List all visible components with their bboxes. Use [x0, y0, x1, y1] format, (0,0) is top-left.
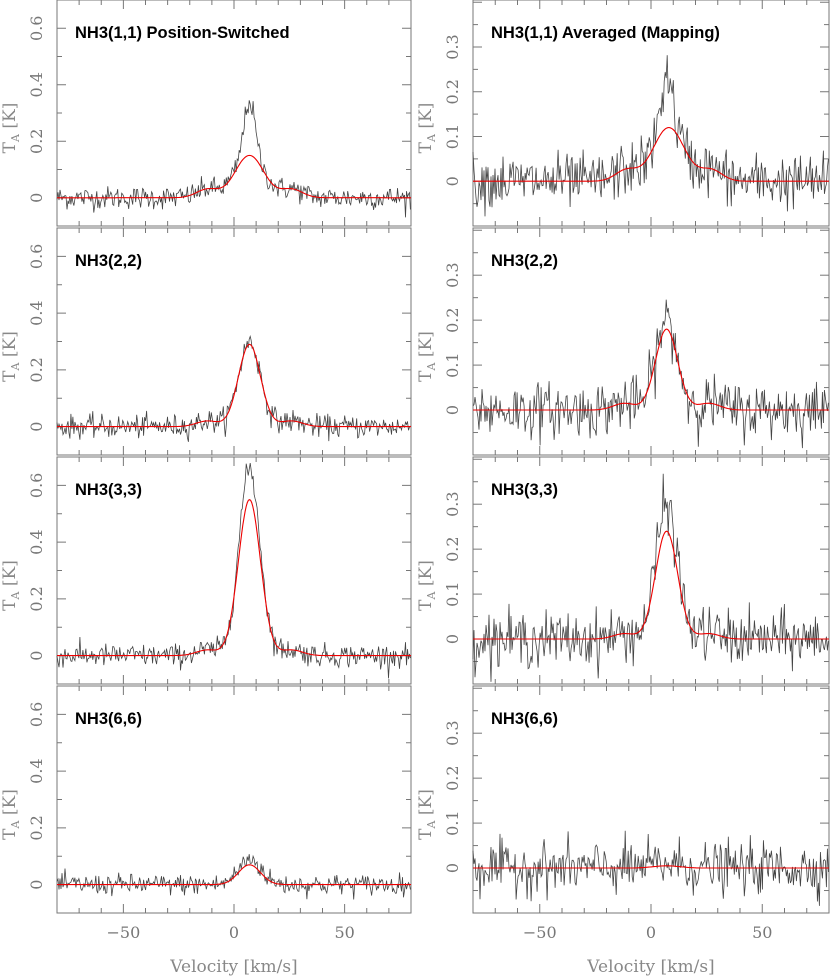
y-tick-label: 0.6 [27, 702, 46, 727]
x-axis-label-left: Velocity [km/s] [169, 957, 297, 977]
x-tick-label: −50 [106, 923, 140, 942]
panel-title: NH3(3,3) [491, 481, 558, 499]
y-tick-label: 0.3 [443, 720, 462, 745]
model-fit-line [57, 864, 411, 886]
x-axis-label-right: Velocity [km/s] [586, 957, 714, 977]
y-tick-label: 0 [443, 176, 462, 186]
panel-title: NH3(1,1) Position-Switched [75, 24, 290, 42]
x-tick-label: 0 [229, 923, 239, 942]
model-fit-line [473, 530, 829, 640]
y-tick-label: 0 [27, 193, 46, 203]
x-tick-label: 50 [334, 923, 354, 942]
x-tick-label: −50 [523, 923, 557, 942]
observed-spectrum-line [56, 854, 411, 900]
spectrum-panel: 0 0.1 0.2 0.3 TA [K] NH3(1,1) Averaged (Mappi… [416, 0, 830, 227]
model-fit-line [57, 154, 411, 199]
y-tick-label: 0.4 [27, 529, 46, 554]
panel-title: NH3(6,6) [491, 710, 558, 728]
y-tick-label: 0.3 [443, 491, 462, 516]
y-tick-label: 0.1 [443, 581, 462, 606]
y-axis-label: TA [K] [0, 560, 22, 611]
observed-spectrum-line [472, 55, 829, 217]
panel-title: NH3(3,3) [75, 481, 142, 499]
panel-title: NH3(6,6) [75, 710, 142, 728]
observed-spectrum-line [472, 299, 829, 449]
spectrum-panel: 0 0.1 0.2 0.3 TA [K] NH3(2,2) [416, 227, 830, 456]
y-axis-label: TA [K] [416, 560, 438, 611]
y-tick-label: 0.6 [27, 244, 46, 269]
spectrum-panel: 0 0.2 0.4 0.6 TA [K] NH3(3,3) [0, 456, 412, 685]
model-fit-line [473, 126, 829, 182]
spectrum-panel: 0 0.1 0.2 0.3 −50 0 50 TA [K] NH3(6,6) [416, 685, 830, 942]
y-tick-label: 0 [443, 634, 462, 644]
x-tick-label: 0 [646, 923, 656, 942]
y-tick-label: 0.3 [443, 34, 462, 59]
model-fit-line [473, 328, 829, 411]
spectrum-panel: 0 0.2 0.4 0.6 TA [K] NH3(1,1) Position-Switch… [0, 0, 412, 227]
y-tick-label: 0.4 [27, 72, 46, 97]
model-fit-line [57, 343, 411, 428]
y-tick-label: 0.2 [443, 536, 462, 561]
y-tick-label: 0.3 [443, 262, 462, 287]
y-axis-label: TA [K] [0, 103, 22, 154]
spectrum-panel: 0 0.2 0.4 0.6 TA [K] NH3(2,2) [0, 227, 412, 456]
observed-spectrum-line [472, 473, 829, 682]
x-tick-label: 50 [752, 923, 772, 942]
panel-title: NH3(1,1) Averaged (Mapping) [491, 24, 720, 42]
model-fit-line [57, 498, 411, 657]
y-tick-label: 0.2 [27, 357, 46, 382]
y-axis-label: TA [K] [416, 103, 438, 154]
y-tick-label: 0 [443, 405, 462, 415]
y-tick-label: 0.4 [27, 758, 46, 783]
y-axis-label: TA [K] [0, 789, 22, 840]
y-tick-label: 0.1 [443, 810, 462, 835]
panel-title: NH3(2,2) [491, 252, 558, 270]
y-tick-label: 0.2 [27, 815, 46, 840]
y-tick-label: 0 [443, 863, 462, 873]
model-fit-line [473, 865, 829, 869]
y-tick-label: 0 [27, 651, 46, 661]
y-tick-label: 0.2 [27, 586, 46, 611]
y-tick-label: 0.6 [27, 473, 46, 498]
y-tick-label: 0.2 [443, 307, 462, 332]
y-tick-label: 0.2 [443, 765, 462, 790]
y-tick-label: 0.1 [443, 124, 462, 149]
observed-spectrum-line [472, 830, 829, 906]
panel-title: NH3(2,2) [75, 252, 142, 270]
y-tick-label: 0.2 [443, 79, 462, 104]
spectrum-panel: 0 0.2 0.4 0.6 −50 0 50 TA [K] NH3(6,6) [0, 685, 412, 942]
y-tick-label: 0 [27, 422, 46, 432]
observed-spectrum-line [56, 335, 411, 442]
y-tick-label: 0.6 [27, 16, 46, 41]
y-tick-label: 0.4 [27, 300, 46, 325]
spectrum-panel: 0 0.1 0.2 0.3 TA [K] NH3(3,3) [416, 456, 830, 685]
y-axis-label: TA [K] [416, 331, 438, 382]
y-axis-label: TA [K] [0, 331, 22, 382]
y-tick-label: 0 [27, 880, 46, 890]
y-tick-label: 0.1 [443, 352, 462, 377]
observed-spectrum-line [56, 100, 411, 218]
y-axis-label: TA [K] [416, 789, 438, 840]
y-tick-label: 0.2 [27, 129, 46, 154]
